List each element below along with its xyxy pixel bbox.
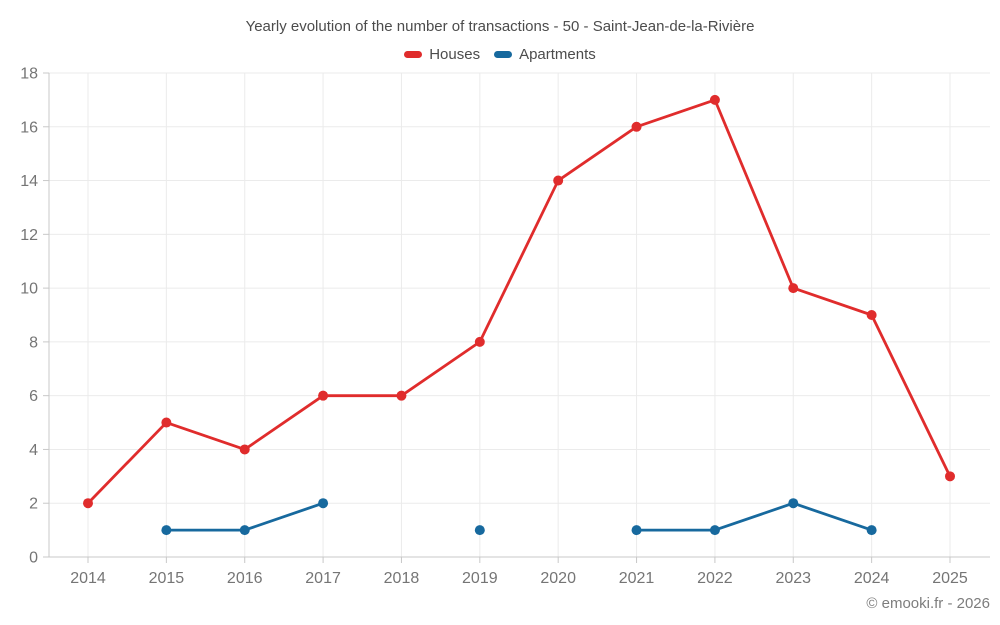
apartments-point-2024[interactable] <box>866 525 877 536</box>
x-tick-label: 2021 <box>619 570 655 587</box>
houses-point-2021[interactable] <box>631 121 642 132</box>
apartments-point-2019[interactable] <box>474 525 485 536</box>
apartments-line <box>635 501 874 532</box>
apartments-legend-swatch <box>494 51 513 58</box>
x-tick-label: 2019 <box>462 570 498 587</box>
y-tick-label: 18 <box>20 66 38 83</box>
houses-point-2017[interactable] <box>318 390 329 401</box>
y-tick-label: 6 <box>29 388 38 405</box>
y-tick-label: 14 <box>20 173 38 190</box>
y-tick-label: 16 <box>20 119 38 136</box>
legend-item-houses[interactable]: Houses <box>404 46 480 63</box>
x-tick-label: 2025 <box>932 570 968 587</box>
apartments-legend-label: Apartments <box>519 46 596 63</box>
y-tick-label: 12 <box>20 227 38 244</box>
houses-line <box>86 98 952 505</box>
apartments-point-2015[interactable] <box>161 525 172 536</box>
x-tick-label: 2024 <box>854 570 890 587</box>
houses-point-2016[interactable] <box>239 444 250 455</box>
houses-point-2024[interactable] <box>866 310 877 320</box>
apartments-point-2016[interactable] <box>239 525 250 536</box>
x-tick-label: 2020 <box>540 570 576 587</box>
houses-point-2019[interactable] <box>474 336 485 347</box>
x-tick-label: 2018 <box>384 570 420 587</box>
apartments-point-2022[interactable] <box>709 525 720 536</box>
y-tick-label: 4 <box>29 442 38 459</box>
apartments-point-2021[interactable] <box>631 525 642 536</box>
y-tick-label: 10 <box>20 281 38 298</box>
legend-item-apartments[interactable]: Apartments <box>494 46 596 63</box>
y-tick-label: 8 <box>29 334 38 351</box>
houses-point-2025[interactable] <box>945 471 955 482</box>
y-tick-label: 2 <box>29 496 38 513</box>
houses-legend-swatch <box>404 51 423 58</box>
apartments-point-2023[interactable] <box>788 498 799 509</box>
x-tick-label: 2016 <box>227 570 263 587</box>
houses-point-2018[interactable] <box>396 390 407 401</box>
apartments-point-2017[interactable] <box>318 498 329 509</box>
copyright-text: © emooki.fr - 2026 <box>866 595 990 612</box>
houses-point-2023[interactable] <box>788 283 799 294</box>
x-tick-label: 2014 <box>70 570 106 587</box>
chart-title: Yearly evolution of the number of transa… <box>245 18 755 35</box>
chart-legend: Houses Apartments <box>0 46 1000 63</box>
houses-point-2015[interactable] <box>161 417 172 428</box>
y-tick-label: 0 <box>29 550 38 567</box>
houses-point-2020[interactable] <box>553 175 564 186</box>
x-tick-label: 2023 <box>775 570 811 587</box>
houses-point-2014[interactable] <box>83 498 93 509</box>
houses-point-2022[interactable] <box>709 94 720 105</box>
houses-legend-label: Houses <box>429 46 481 63</box>
x-tick-label: 2015 <box>149 570 185 587</box>
x-tick-label: 2022 <box>697 570 733 587</box>
x-tick-label: 2017 <box>305 570 341 587</box>
